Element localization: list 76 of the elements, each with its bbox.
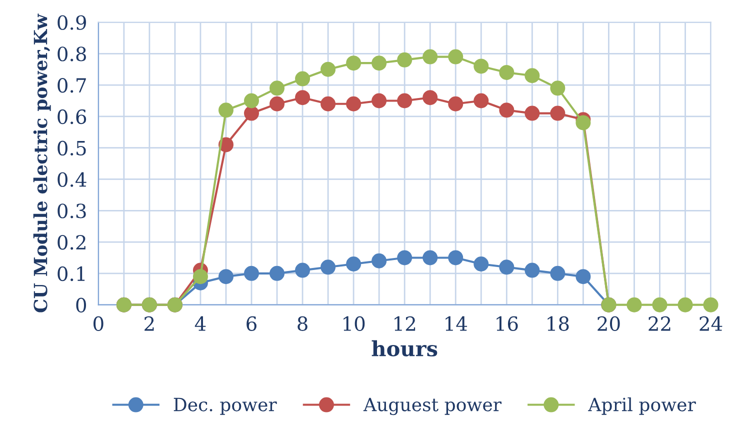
- point: [320, 260, 336, 275]
- point: [422, 90, 438, 106]
- x-tick-label: 12: [394, 316, 416, 331]
- point: [524, 68, 540, 84]
- point: [448, 250, 464, 266]
- point: [244, 266, 260, 281]
- point: [295, 71, 310, 86]
- x-tick-label: 18: [548, 316, 569, 331]
- legend-label: Auguest power: [363, 398, 502, 416]
- point: [244, 106, 260, 121]
- point: [422, 250, 438, 266]
- x-tick-label: 0: [94, 316, 104, 331]
- y-tick-label: 0.7: [58, 78, 86, 93]
- point: [192, 269, 208, 284]
- y-tick-label: 0.8: [58, 46, 86, 62]
- point: [499, 102, 514, 118]
- point: [346, 96, 362, 112]
- point: [422, 49, 438, 64]
- y-tick-label: 0.5: [58, 140, 86, 156]
- point: [524, 262, 540, 278]
- point: [397, 93, 412, 108]
- point: [346, 256, 362, 272]
- x-tick-label: 6: [246, 316, 256, 331]
- x-tick-label: 16: [496, 316, 518, 331]
- point: [320, 96, 336, 112]
- x-tick-label: 10: [344, 316, 365, 331]
- y-tick-label: 0.9: [58, 15, 86, 30]
- point: [448, 96, 464, 112]
- y-tick-label: 0.3: [58, 204, 86, 218]
- point: [244, 93, 260, 108]
- point: [626, 297, 642, 312]
- y-tick-label: 0.1: [58, 266, 85, 282]
- point: [474, 58, 489, 74]
- y-axis-title: CU Module electric power,Kw: [33, 14, 51, 312]
- legend-label: April power: [588, 397, 696, 415]
- point: [346, 56, 362, 71]
- x-tick-label: 22: [648, 316, 670, 331]
- point: [372, 56, 387, 71]
- point: [218, 102, 234, 118]
- x-tick-label: 14: [446, 316, 468, 331]
- x-axis-title: hours: [372, 340, 438, 356]
- y-tick-label: 0.4: [58, 172, 86, 187]
- point: [270, 266, 285, 281]
- point: [550, 266, 566, 281]
- point: [474, 93, 489, 108]
- point: [576, 269, 591, 284]
- y-tick-label: 0.2: [58, 234, 86, 250]
- point: [474, 256, 489, 272]
- point: [320, 62, 336, 77]
- x-tick-label: 8: [298, 316, 308, 331]
- point: [524, 106, 540, 121]
- y-tick-label: 0: [76, 298, 86, 312]
- point: [499, 64, 514, 80]
- x-tick-label: 24: [700, 316, 722, 331]
- y-tick-label: 0.6: [58, 109, 86, 124]
- point: [218, 269, 234, 284]
- point: [295, 90, 310, 106]
- point: [372, 93, 387, 108]
- point: [550, 80, 566, 96]
- point: [576, 115, 591, 130]
- point: [295, 262, 310, 278]
- x-tick-label: 2: [144, 316, 154, 331]
- legend-label: Dec. power: [174, 398, 277, 415]
- point: [678, 297, 693, 312]
- point: [499, 260, 514, 275]
- point: [372, 253, 387, 268]
- point: [703, 297, 718, 312]
- point: [397, 250, 412, 266]
- point: [270, 96, 285, 112]
- point: [397, 52, 412, 68]
- point: [652, 297, 668, 312]
- point: [550, 106, 566, 121]
- x-tick-label: 4: [194, 316, 206, 331]
- x-tick-label: 20: [598, 316, 620, 331]
- point: [270, 80, 285, 96]
- point: [448, 49, 464, 64]
